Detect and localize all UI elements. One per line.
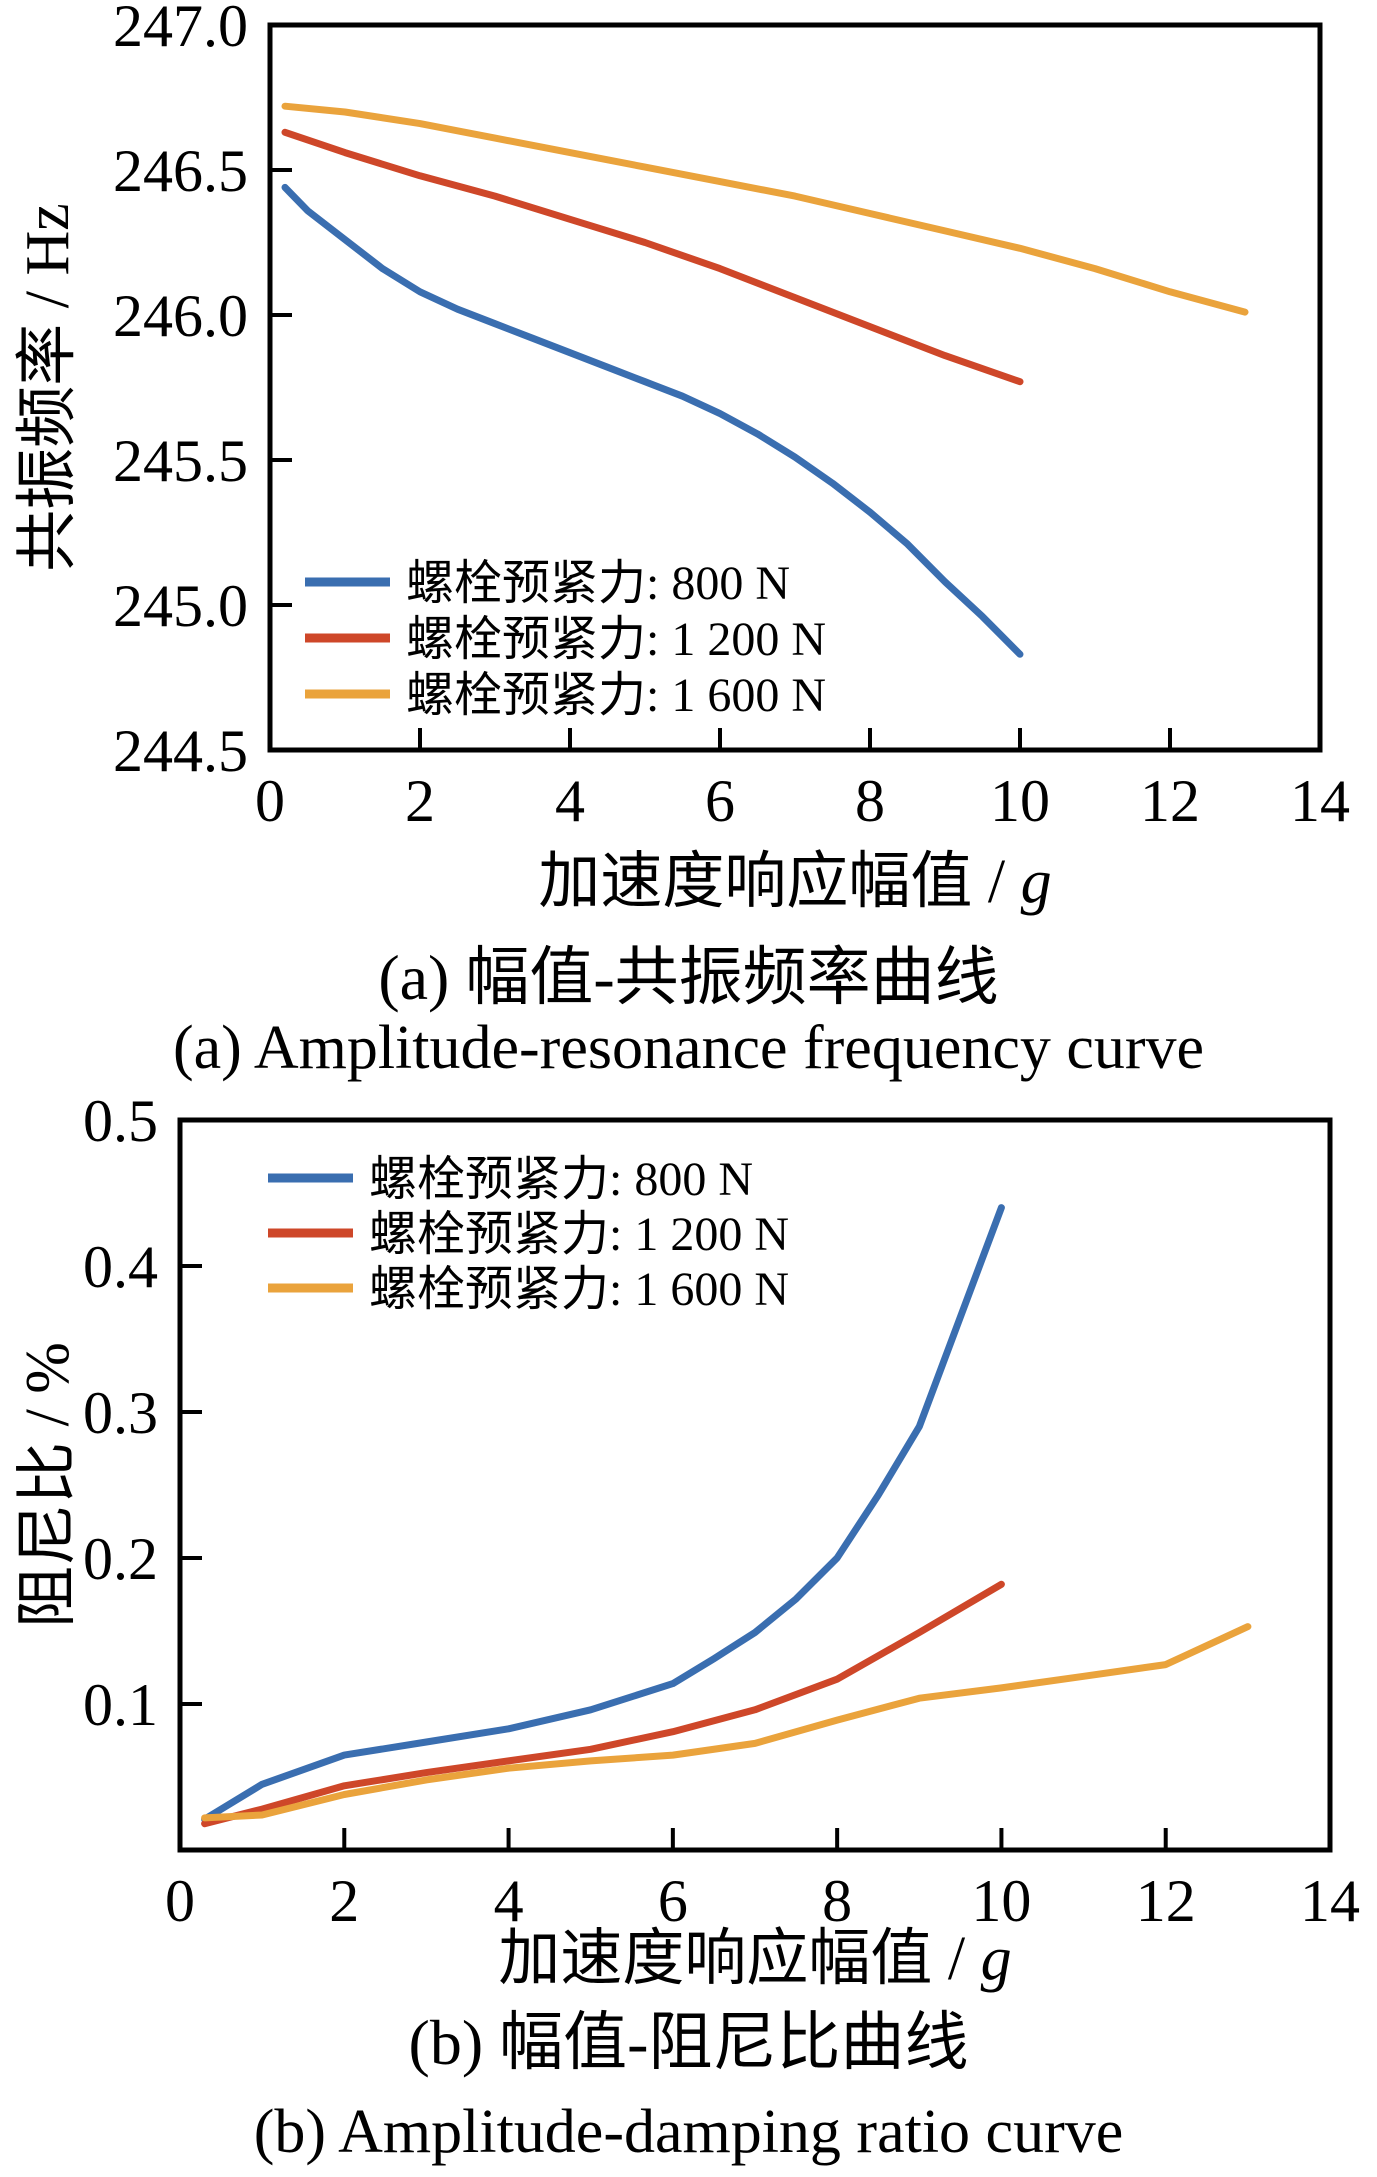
x-tick-label: 0 xyxy=(165,1868,195,1934)
series-line-blue xyxy=(281,183,1024,658)
x-tick-label: 12 xyxy=(1140,768,1200,834)
y-tick-label: 247.0 xyxy=(113,0,248,59)
legend-label: 螺栓预紧力: 1 200 N xyxy=(406,613,826,666)
x-tick-label: 12 xyxy=(1136,1868,1196,1934)
chart-b-damping-ratio: 0 2 4 6 8 10 12 14 0.1 0.2 0.3 0.4 0.5 加速度响应幅值 / g 阻尼比… xyxy=(14,1088,1360,1993)
y-tick-label: 246.0 xyxy=(113,283,248,349)
x-tick-label: 8 xyxy=(855,768,885,834)
caption-a-english: (a) Amplitude-resonance frequency curve xyxy=(172,1014,1205,1082)
x-axis-label: 加速度响应幅值 / g xyxy=(498,1925,1011,1993)
y-tick-label: 245.5 xyxy=(113,428,248,494)
x-tick-label: 10 xyxy=(971,1868,1031,1934)
y-tick-label: 0.1 xyxy=(83,1672,158,1738)
series-line-red xyxy=(201,1580,1005,1828)
x-tick-label: 8 xyxy=(822,1868,852,1934)
series-line-orange xyxy=(281,102,1249,316)
legend-label: 螺栓预紧力: 1 600 N xyxy=(406,669,826,722)
y-tick-label: 245.0 xyxy=(113,573,248,639)
legend-label: 螺栓预紧力: 800 N xyxy=(369,1153,753,1206)
plot-frame xyxy=(267,22,1323,753)
y-tick-label: 0.5 xyxy=(83,1088,158,1154)
y-tick-label: 0.3 xyxy=(83,1380,158,1446)
series-line-blue xyxy=(201,1204,1005,1823)
caption-b-chinese: (b) 幅值-阻尼比曲线 xyxy=(408,2007,969,2078)
plot-frame xyxy=(177,1117,1333,1853)
x-axis-label: 加速度响应幅值 / g xyxy=(538,848,1051,916)
x-tick-label: 6 xyxy=(705,768,735,834)
legend-label: 螺栓预紧力: 1 200 N xyxy=(369,1208,789,1261)
y-tick-label: 246.5 xyxy=(113,138,248,204)
x-tick-label: 10 xyxy=(990,768,1050,834)
y-tick-label: 0.2 xyxy=(83,1526,158,1592)
y-axis-label: 共振频率 / Hz xyxy=(14,203,82,572)
y-tick-label: 0.4 xyxy=(83,1234,158,1300)
x-tick-label: 2 xyxy=(405,768,435,834)
x-tick-label: 4 xyxy=(555,768,585,834)
legend-label: 螺栓预紧力: 1 600 N xyxy=(369,1263,789,1316)
x-tick-label: 6 xyxy=(658,1868,688,1934)
x-tick-label: 14 xyxy=(1290,768,1350,834)
caption-b-english: (b) Amplitude-damping ratio curve xyxy=(253,2098,1124,2166)
x-tick-label: 14 xyxy=(1300,1868,1360,1934)
x-tick-label: 2 xyxy=(329,1868,359,1934)
caption-a-chinese: (a) 幅值-共振频率曲线 xyxy=(378,942,999,1013)
legend-label: 螺栓预紧力: 800 N xyxy=(406,557,790,610)
series-line-orange xyxy=(201,1623,1252,1822)
x-tick-label: 0 xyxy=(255,768,285,834)
series-line-red xyxy=(281,128,1024,386)
chart-a-resonance-frequency: 0 2 4 6 8 10 12 14 244.5 245.0 245.5 246.0 246.5 247.… xyxy=(14,0,1350,916)
y-axis-label: 阻尼比 / % xyxy=(14,1342,82,1628)
x-tick-label: 4 xyxy=(494,1868,524,1934)
y-tick-label: 244.5 xyxy=(113,718,248,784)
